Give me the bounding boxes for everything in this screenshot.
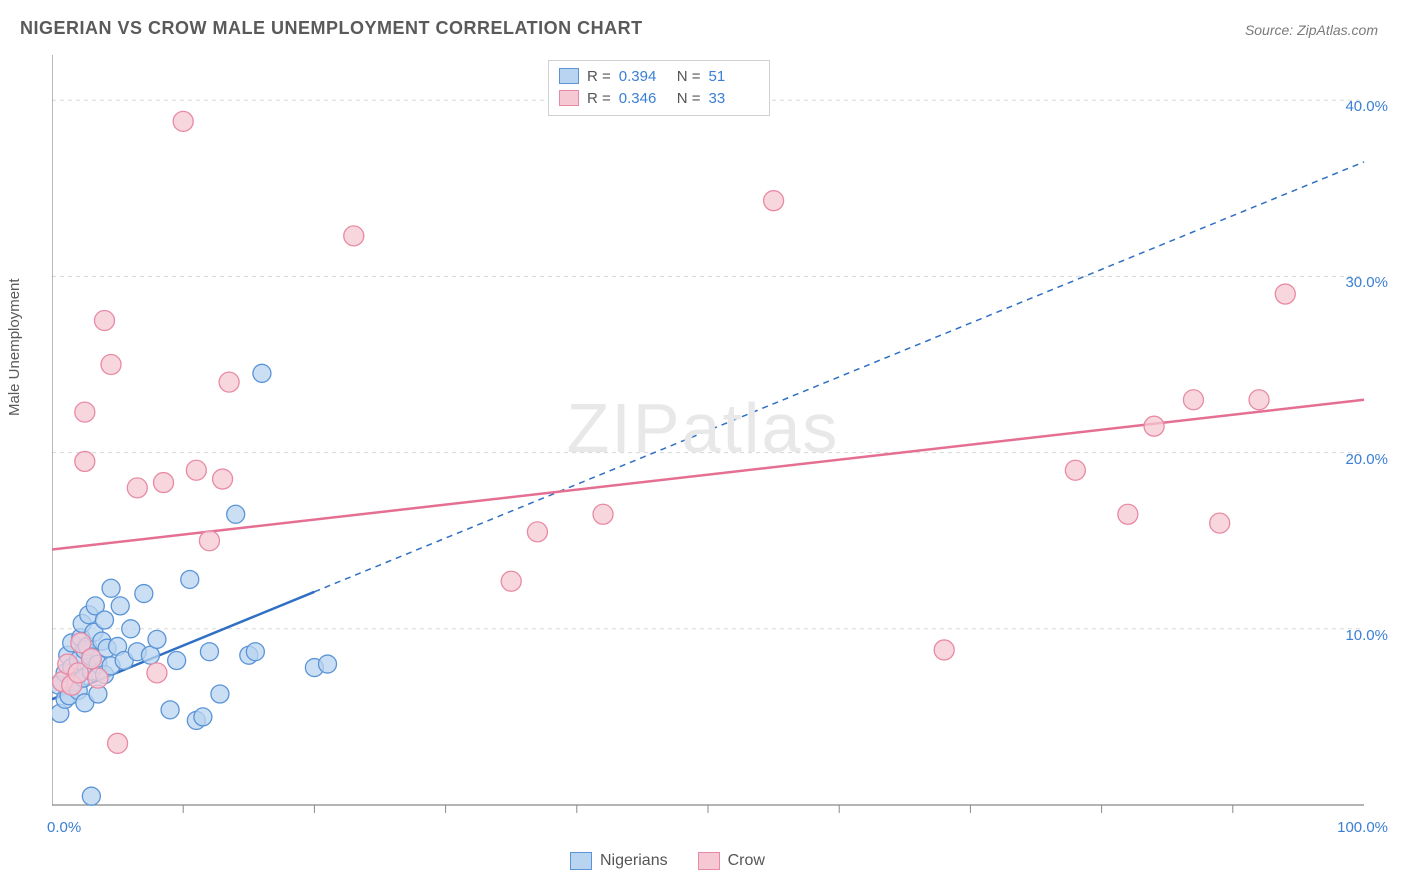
legend-row-crow: R = 0.346 N = 33: [559, 87, 759, 109]
swatch-crow: [698, 852, 720, 870]
chart-title: NIGERIAN VS CROW MALE UNEMPLOYMENT CORRE…: [20, 18, 643, 39]
scatter-plot-area: [52, 55, 1382, 835]
n-value-nigerians: 51: [709, 68, 759, 85]
y-tick-label: 20.0%: [1345, 451, 1388, 468]
x-tick-label: 100.0%: [1337, 819, 1388, 836]
legend-item-nigerians: Nigerians: [570, 852, 668, 870]
y-tick-label: 40.0%: [1345, 98, 1388, 115]
r-value-nigerians: 0.394: [619, 68, 669, 85]
r-label: R =: [587, 90, 611, 107]
n-label: N =: [677, 68, 701, 85]
r-label: R =: [587, 68, 611, 85]
x-tick-label: 0.0%: [47, 819, 81, 836]
plot-svg: [52, 55, 1382, 835]
correlation-legend: R = 0.394 N = 51 R = 0.346 N = 33: [548, 60, 770, 116]
n-value-crow: 33: [709, 90, 759, 107]
r-value-crow: 0.346: [619, 90, 669, 107]
n-label: N =: [677, 90, 701, 107]
series-legend: Nigerians Crow: [570, 852, 765, 870]
legend-label-nigerians: Nigerians: [600, 852, 668, 870]
legend-row-nigerians: R = 0.394 N = 51: [559, 65, 759, 87]
y-tick-label: 30.0%: [1345, 274, 1388, 291]
swatch-nigerians: [559, 68, 579, 84]
y-tick-label: 10.0%: [1345, 627, 1388, 644]
y-axis-label: Male Unemployment: [6, 278, 23, 416]
swatch-nigerians: [570, 852, 592, 870]
legend-item-crow: Crow: [698, 852, 765, 870]
swatch-crow: [559, 90, 579, 106]
legend-label-crow: Crow: [728, 852, 765, 870]
source-attribution: Source: ZipAtlas.com: [1245, 22, 1378, 38]
